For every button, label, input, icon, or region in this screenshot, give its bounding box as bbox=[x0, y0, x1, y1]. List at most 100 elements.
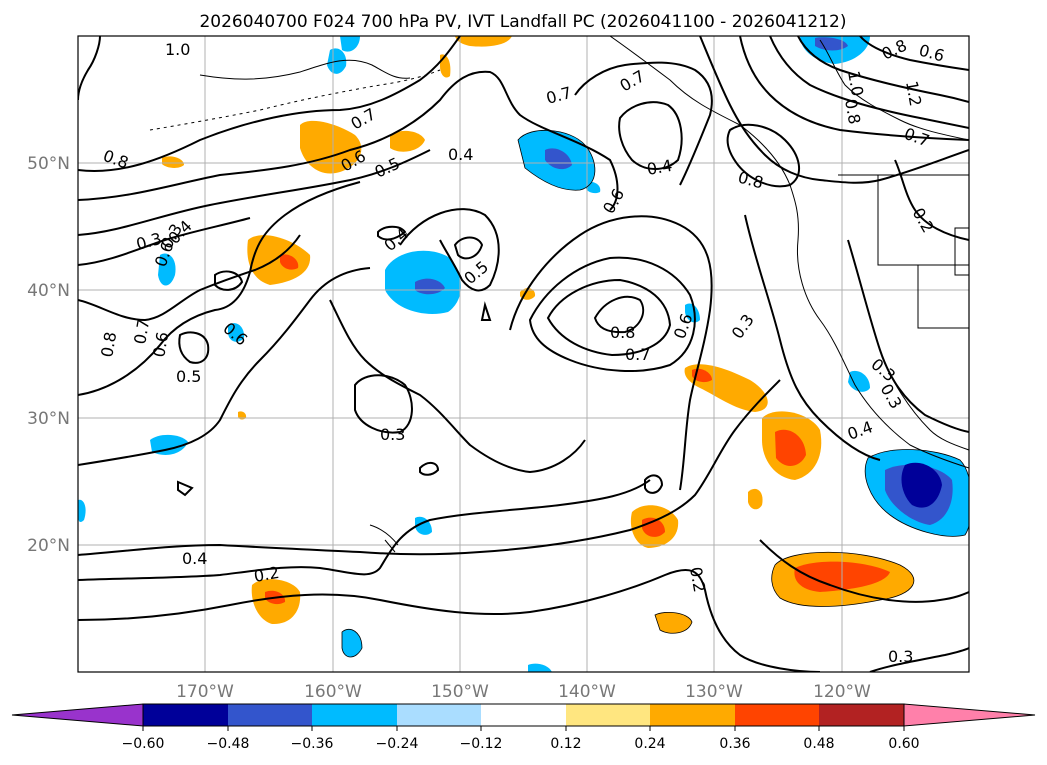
neg-anomaly-core bbox=[901, 462, 942, 508]
contour-label: 0.3 bbox=[888, 647, 913, 666]
contour-label: 0.8 bbox=[841, 97, 864, 125]
lon-axis: 170°W 160°W 150°W 140°W 130°W 120°W bbox=[176, 682, 871, 702]
neg-anomaly-blob bbox=[228, 323, 245, 342]
colorbar-segment bbox=[143, 704, 228, 726]
contour-line bbox=[869, 647, 969, 672]
contour-line bbox=[78, 217, 251, 266]
contour-line bbox=[78, 234, 301, 322]
neg-anomaly-blob bbox=[150, 434, 188, 455]
contour-label: 0.4 bbox=[182, 549, 207, 568]
map-border bbox=[77, 35, 970, 673]
colorbar-segment bbox=[650, 704, 735, 726]
pos-anomaly-core bbox=[642, 517, 665, 537]
pv-contours bbox=[78, 36, 969, 672]
contour-line bbox=[354, 374, 413, 434]
lat-tick-label: 30°N bbox=[27, 409, 70, 429]
map-title: 2026040700 F024 700 hPa PV, IVT Landfall… bbox=[199, 12, 846, 32]
colorbar-segment bbox=[397, 704, 481, 726]
neg-anomaly-blob bbox=[848, 370, 870, 392]
colorbar-tick-label: 0.60 bbox=[888, 736, 919, 752]
contour-line bbox=[419, 462, 440, 476]
lat-axis: 50°N 40°N 30°N 20°N bbox=[27, 154, 70, 556]
contour-line bbox=[453, 236, 484, 260]
neg-anomaly-core bbox=[815, 37, 848, 51]
contour-line bbox=[744, 214, 881, 461]
contour-line bbox=[329, 299, 586, 474]
anomaly-outline bbox=[654, 611, 693, 634]
neg-anomaly-blob bbox=[158, 253, 176, 286]
contour-label: 0.4 bbox=[645, 156, 673, 179]
pos-anomaly-blob bbox=[748, 488, 763, 510]
colorbar-ticks bbox=[142, 726, 905, 731]
pos-anomaly-blob bbox=[162, 156, 184, 168]
neg-anomaly-core bbox=[545, 148, 572, 170]
contour-line bbox=[178, 331, 210, 364]
contour-line bbox=[797, 36, 969, 103]
lat-tick-label: 20°N bbox=[27, 536, 70, 556]
contour-line bbox=[759, 539, 969, 603]
contour-line bbox=[546, 278, 672, 357]
contour-label: 0.3 bbox=[380, 425, 405, 444]
coastlines bbox=[78, 36, 969, 553]
contour-line bbox=[78, 36, 461, 172]
anomaly-outlines bbox=[341, 129, 969, 658]
contour-label: 0.4 bbox=[448, 145, 473, 164]
colorbar-tick-label: 0.48 bbox=[803, 736, 834, 752]
pos-anomaly-core bbox=[775, 429, 806, 466]
pos-anomaly-core bbox=[280, 254, 299, 270]
anomaly-outline bbox=[771, 551, 915, 607]
contour-label: 0.7 bbox=[130, 317, 153, 345]
contour-line bbox=[78, 149, 431, 236]
contour-line bbox=[528, 256, 696, 372]
contour-line bbox=[78, 267, 371, 466]
colorbar-segment bbox=[481, 704, 566, 726]
colorbar-segment bbox=[566, 704, 650, 726]
alaska-coast bbox=[78, 36, 411, 80]
lon-tick-label: 150°W bbox=[431, 682, 489, 702]
pos-anomaly-blob bbox=[238, 411, 247, 420]
colorbar: −0.60 −0.48 −0.36 −0.24 −0.12 0.12 0.24 … bbox=[11, 703, 1036, 752]
colorbar-tick-label: 0.24 bbox=[634, 736, 665, 752]
colorbar-tick-label: −0.24 bbox=[376, 736, 419, 752]
lon-tick-label: 170°W bbox=[176, 682, 234, 702]
contour-line bbox=[78, 479, 651, 581]
colorbar-tick-label: −0.60 bbox=[122, 736, 165, 752]
neg-anomaly-blob bbox=[78, 499, 86, 523]
neg-anomaly-blob bbox=[342, 629, 362, 657]
contour-label: 0.8 bbox=[97, 330, 120, 358]
contour-line bbox=[739, 36, 969, 141]
state-borders bbox=[838, 174, 969, 329]
contour-line bbox=[726, 123, 800, 188]
na-west-coast bbox=[609, 36, 969, 469]
contour-line bbox=[618, 101, 683, 170]
anomaly-outline bbox=[864, 449, 969, 537]
contour-line bbox=[509, 215, 713, 491]
map-panel: 1.0 0.8 0.7 0.6 0.5 0.3 0.4 0.6 0.7 0.4 … bbox=[77, 35, 970, 673]
colorbar-tick-label: −0.48 bbox=[207, 736, 250, 752]
colorbar-segment bbox=[312, 704, 397, 726]
pos-anomaly-blob bbox=[247, 235, 311, 285]
lon-tick-label: 140°W bbox=[558, 682, 616, 702]
neg-anomaly-blob bbox=[585, 181, 601, 194]
neg-anomaly-blob bbox=[685, 303, 700, 323]
contour-line bbox=[78, 36, 101, 101]
colorbar-tick-label: 0.12 bbox=[550, 736, 581, 752]
contour-line bbox=[78, 569, 821, 672]
anomaly-outline bbox=[517, 129, 596, 191]
contour-label: 1.2 bbox=[902, 79, 925, 107]
contour-line bbox=[847, 239, 969, 433]
pos-anomaly-blob bbox=[655, 612, 692, 634]
anomaly-outline bbox=[341, 628, 363, 658]
neg-anomaly-blob bbox=[528, 663, 552, 672]
colorbar-frame bbox=[142, 703, 905, 727]
colorbar-tick-label: 0.36 bbox=[719, 736, 750, 752]
contour-line bbox=[574, 61, 713, 186]
lon-tick-label: 160°W bbox=[304, 682, 362, 702]
colorbar-extend-min bbox=[11, 703, 144, 727]
pos-anomaly-blob bbox=[455, 36, 512, 47]
contour-line bbox=[399, 208, 500, 292]
contour-line bbox=[78, 379, 781, 556]
contour-label: 1.0 bbox=[844, 69, 867, 97]
colorbar-tick-label: −0.36 bbox=[291, 736, 334, 752]
